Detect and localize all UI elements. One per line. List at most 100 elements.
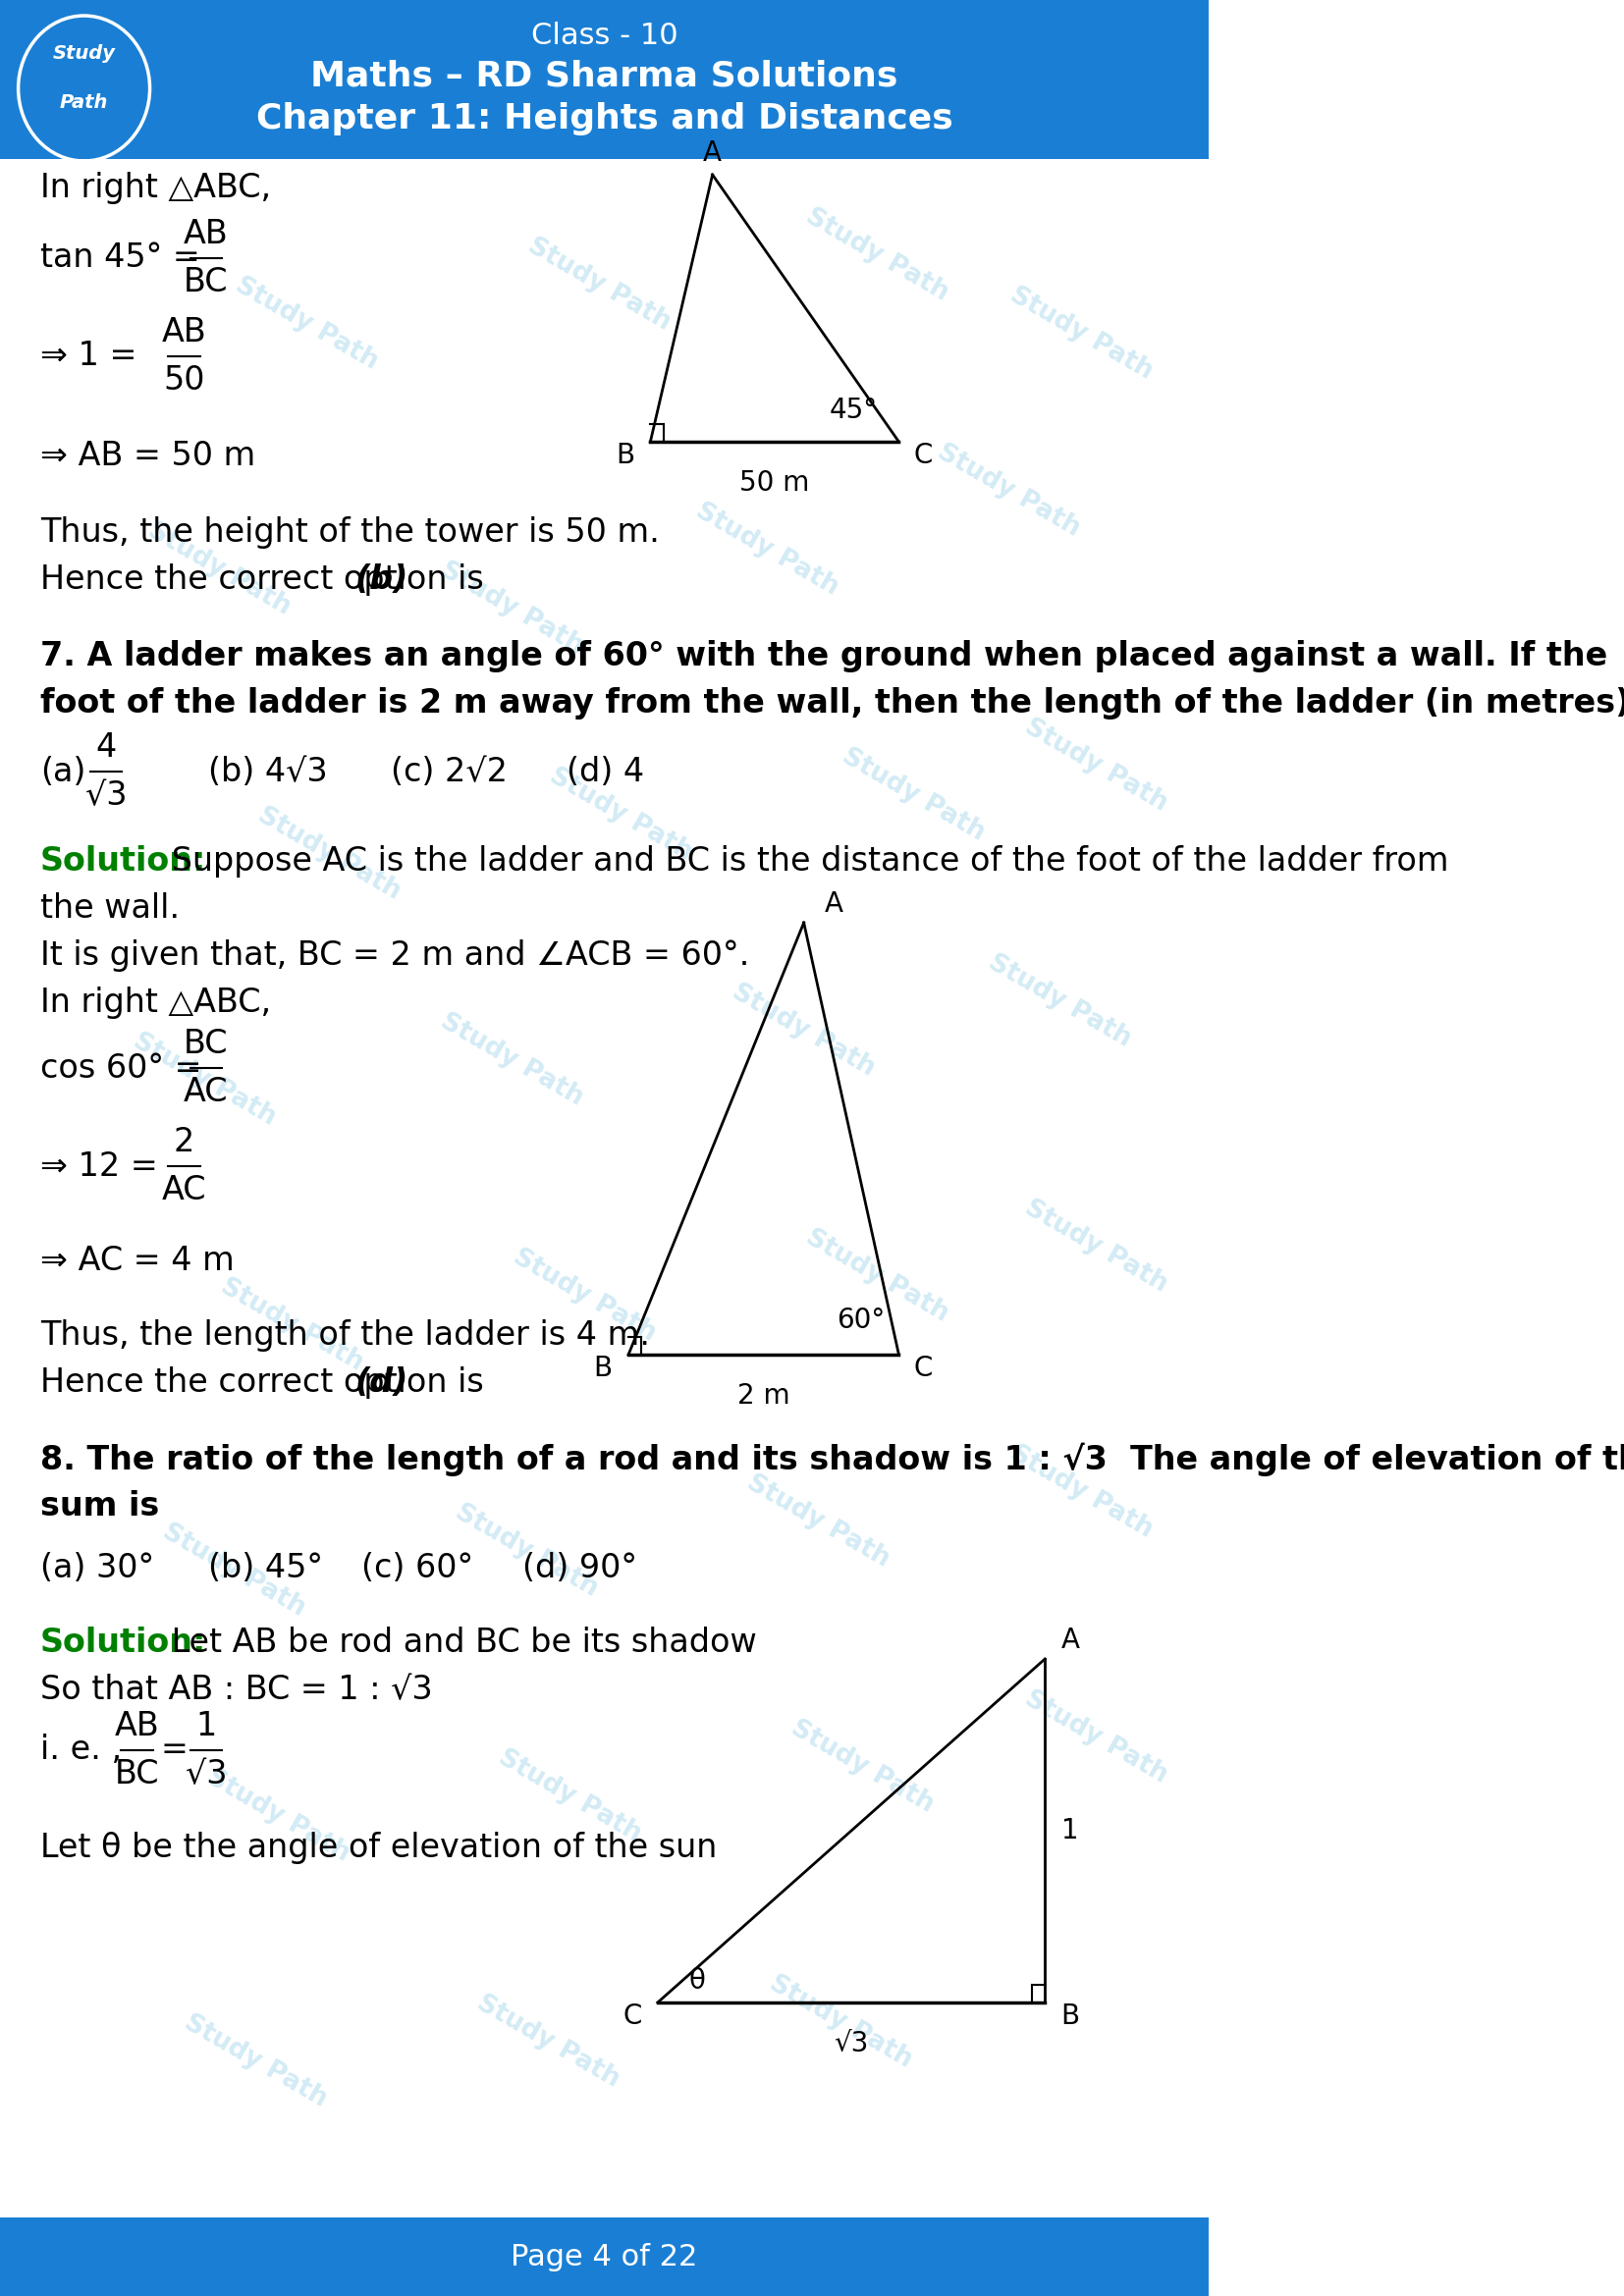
Text: ⇒ AC = 4 m: ⇒ AC = 4 m bbox=[41, 1244, 234, 1277]
Text: 50 m: 50 m bbox=[739, 468, 810, 496]
Text: 45°: 45° bbox=[830, 397, 877, 425]
Text: Study Path: Study Path bbox=[801, 204, 953, 305]
Text: 4: 4 bbox=[96, 732, 117, 765]
Text: Study Path: Study Path bbox=[473, 1991, 624, 2094]
Text: Study Path: Study Path bbox=[158, 1520, 310, 1621]
Text: i. e. ,: i. e. , bbox=[41, 1733, 122, 1766]
Text: B: B bbox=[594, 1355, 612, 1382]
Text: 1: 1 bbox=[195, 1711, 216, 1743]
Text: In right △ABC,: In right △ABC, bbox=[41, 987, 271, 1019]
Text: Class - 10: Class - 10 bbox=[531, 21, 677, 51]
Text: Study Path: Study Path bbox=[231, 273, 383, 374]
Text: (c) 60°: (c) 60° bbox=[362, 1552, 474, 1584]
Text: Chapter 11: Heights and Distances: Chapter 11: Heights and Distances bbox=[257, 101, 953, 135]
Text: 60°: 60° bbox=[836, 1306, 885, 1334]
Text: B: B bbox=[615, 441, 635, 468]
Text: Path: Path bbox=[60, 94, 109, 113]
Text: Study Path: Study Path bbox=[1020, 1196, 1173, 1297]
Text: Study Path: Study Path bbox=[1020, 714, 1173, 817]
Text: (d) 4: (d) 4 bbox=[567, 755, 645, 788]
Text: (b) 4√3: (b) 4√3 bbox=[208, 755, 328, 788]
Text: AB: AB bbox=[162, 317, 206, 349]
Text: 2 m: 2 m bbox=[737, 1382, 789, 1410]
Text: C: C bbox=[913, 441, 932, 468]
Text: Study: Study bbox=[52, 44, 115, 62]
Text: Study Path: Study Path bbox=[180, 2011, 331, 2112]
Text: Study Path: Study Path bbox=[742, 1469, 895, 1573]
Text: BC: BC bbox=[114, 1759, 159, 1791]
Text: 1: 1 bbox=[1060, 1816, 1078, 1844]
Text: Solution:: Solution: bbox=[41, 1626, 206, 1660]
Text: (a) 30°: (a) 30° bbox=[41, 1552, 154, 1584]
Text: B: B bbox=[1060, 2002, 1080, 2030]
Ellipse shape bbox=[19, 18, 148, 158]
Text: Study Path: Study Path bbox=[1005, 1442, 1158, 1543]
Text: tan 45° =: tan 45° = bbox=[41, 241, 200, 273]
Text: A: A bbox=[825, 891, 843, 918]
Text: ⇒ 1 =: ⇒ 1 = bbox=[41, 340, 136, 372]
Text: C: C bbox=[913, 1355, 932, 1382]
Text: Study Path: Study Path bbox=[253, 804, 404, 905]
Text: (b) 45°: (b) 45° bbox=[208, 1552, 323, 1584]
Text: BC: BC bbox=[184, 1029, 229, 1061]
Text: Study Path: Study Path bbox=[435, 1008, 588, 1111]
Text: =: = bbox=[161, 1733, 188, 1766]
Text: Study Path: Study Path bbox=[1020, 1685, 1173, 1789]
Text: A: A bbox=[703, 140, 721, 168]
Text: Let θ be the angle of elevation of the sun: Let θ be the angle of elevation of the s… bbox=[41, 1832, 718, 1864]
Text: Hence the correct option is: Hence the correct option is bbox=[41, 1366, 494, 1398]
Text: cos 60° =: cos 60° = bbox=[41, 1052, 201, 1084]
Text: AC: AC bbox=[184, 1077, 229, 1109]
Text: Study Path: Study Path bbox=[216, 1274, 369, 1375]
Text: 50: 50 bbox=[164, 365, 205, 397]
Text: Study Path: Study Path bbox=[494, 1745, 646, 1848]
Text: Study Path: Study Path bbox=[801, 1226, 953, 1327]
Text: AB: AB bbox=[184, 218, 229, 250]
Text: Study Path: Study Path bbox=[546, 765, 697, 866]
Text: Study Path: Study Path bbox=[765, 1970, 916, 2073]
Text: Study Path: Study Path bbox=[728, 980, 880, 1081]
Text: (d) 90°: (d) 90° bbox=[523, 1552, 637, 1584]
Text: √3: √3 bbox=[835, 2030, 869, 2057]
Text: AB: AB bbox=[114, 1711, 159, 1743]
Text: Study Path: Study Path bbox=[692, 498, 843, 602]
Bar bbox=[0, 0, 1208, 158]
Text: Let AB be rod and BC be its shadow: Let AB be rod and BC be its shadow bbox=[161, 1626, 757, 1660]
Text: Page 4 of 22: Page 4 of 22 bbox=[512, 2243, 698, 2271]
Text: (a): (a) bbox=[41, 755, 86, 788]
Text: Study Path: Study Path bbox=[786, 1715, 939, 1818]
Text: Suppose AC is the ladder and BC is the distance of the foot of the ladder from: Suppose AC is the ladder and BC is the d… bbox=[161, 845, 1449, 877]
Text: BC: BC bbox=[184, 266, 229, 298]
Text: (b): (b) bbox=[354, 563, 408, 597]
Text: (c) 2√2: (c) 2√2 bbox=[391, 755, 508, 788]
Text: 8. The ratio of the length of a rod and its shadow is 1 : √3  The angle of eleva: 8. The ratio of the length of a rod and … bbox=[41, 1442, 1624, 1476]
Text: Study Path: Study Path bbox=[450, 1499, 603, 1603]
Text: Study Path: Study Path bbox=[128, 1029, 281, 1132]
Text: Study Path: Study Path bbox=[435, 558, 588, 659]
Text: Study Path: Study Path bbox=[838, 744, 989, 847]
Text: Study Path: Study Path bbox=[523, 234, 676, 335]
Text: It is given that, BC = 2 m and ∠ACB = 60°.: It is given that, BC = 2 m and ∠ACB = 60… bbox=[41, 939, 749, 971]
Text: (d): (d) bbox=[354, 1366, 408, 1398]
Text: Study Path: Study Path bbox=[143, 519, 296, 620]
Text: Hence the correct option is: Hence the correct option is bbox=[41, 563, 494, 597]
Text: Study Path: Study Path bbox=[1005, 282, 1158, 386]
Text: Study Path: Study Path bbox=[984, 951, 1135, 1052]
Text: sum is: sum is bbox=[41, 1490, 159, 1522]
Text: AC: AC bbox=[162, 1173, 206, 1205]
Text: In right △ABC,: In right △ABC, bbox=[41, 172, 271, 204]
Bar bbox=[0, 2218, 1208, 2296]
Text: √3: √3 bbox=[185, 1759, 227, 1791]
Text: the wall.: the wall. bbox=[41, 893, 180, 925]
Text: So that AB : BC = 1 : √3: So that AB : BC = 1 : √3 bbox=[41, 1674, 432, 1706]
Text: foot of the ladder is 2 m away from the wall, then the length of the ladder (in : foot of the ladder is 2 m away from the … bbox=[41, 687, 1624, 719]
Text: Thus, the length of the ladder is 4 m.: Thus, the length of the ladder is 4 m. bbox=[41, 1320, 650, 1352]
Text: ⇒ 12 =: ⇒ 12 = bbox=[41, 1150, 158, 1182]
Text: 7. A ladder makes an angle of 60° with the ground when placed against a wall. If: 7. A ladder makes an angle of 60° with t… bbox=[41, 641, 1608, 673]
Text: A: A bbox=[1060, 1626, 1080, 1653]
Text: C: C bbox=[622, 2002, 641, 2030]
Text: Maths – RD Sharma Solutions: Maths – RD Sharma Solutions bbox=[310, 60, 898, 92]
Text: Study Path: Study Path bbox=[508, 1244, 661, 1348]
Text: ⇒ AB = 50 m: ⇒ AB = 50 m bbox=[41, 441, 255, 473]
Text: Solution:: Solution: bbox=[41, 845, 206, 877]
